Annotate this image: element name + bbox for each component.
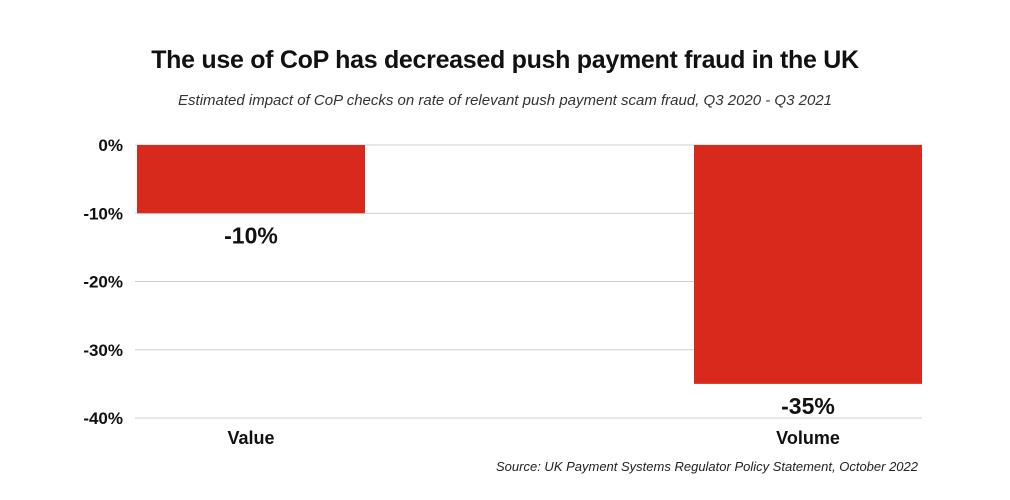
- y-tick-label: 0%: [98, 136, 123, 155]
- data-label-value: -10%: [224, 222, 278, 248]
- x-axis-ticks: Value Volume: [227, 428, 839, 448]
- y-axis-ticks: 0% -10% -20% -30% -40%: [83, 136, 123, 428]
- bar-series: [137, 145, 922, 384]
- data-label-volume: -35%: [781, 393, 835, 419]
- bar-value: [137, 145, 365, 214]
- chart-subtitle: Estimated impact of CoP checks on rate o…: [178, 92, 832, 109]
- x-tick-label-volume: Volume: [776, 428, 840, 448]
- source-note: Source: UK Payment Systems Regulator Pol…: [496, 459, 918, 474]
- chart-title: The use of CoP has decreased push paymen…: [151, 46, 859, 74]
- x-tick-label-value: Value: [227, 428, 274, 448]
- y-tick-label: -40%: [83, 409, 123, 428]
- y-tick-label: -10%: [83, 204, 123, 223]
- y-tick-label: -20%: [83, 273, 123, 292]
- bar-volume: [694, 145, 922, 384]
- y-tick-label: -30%: [83, 341, 123, 360]
- data-labels: -10% -35%: [224, 222, 835, 419]
